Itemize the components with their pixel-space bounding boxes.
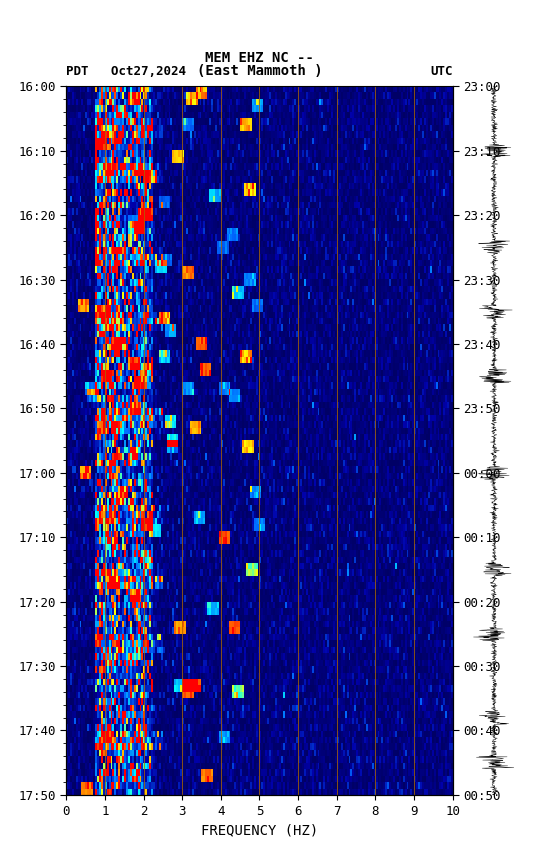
- Text: PDT   Oct27,2024: PDT Oct27,2024: [66, 65, 186, 78]
- X-axis label: FREQUENCY (HZ): FREQUENCY (HZ): [201, 823, 318, 837]
- Text: MEM EHZ NC --: MEM EHZ NC --: [205, 51, 314, 65]
- Text: UTC: UTC: [430, 65, 453, 78]
- Text: (East Mammoth ): (East Mammoth ): [197, 64, 322, 78]
